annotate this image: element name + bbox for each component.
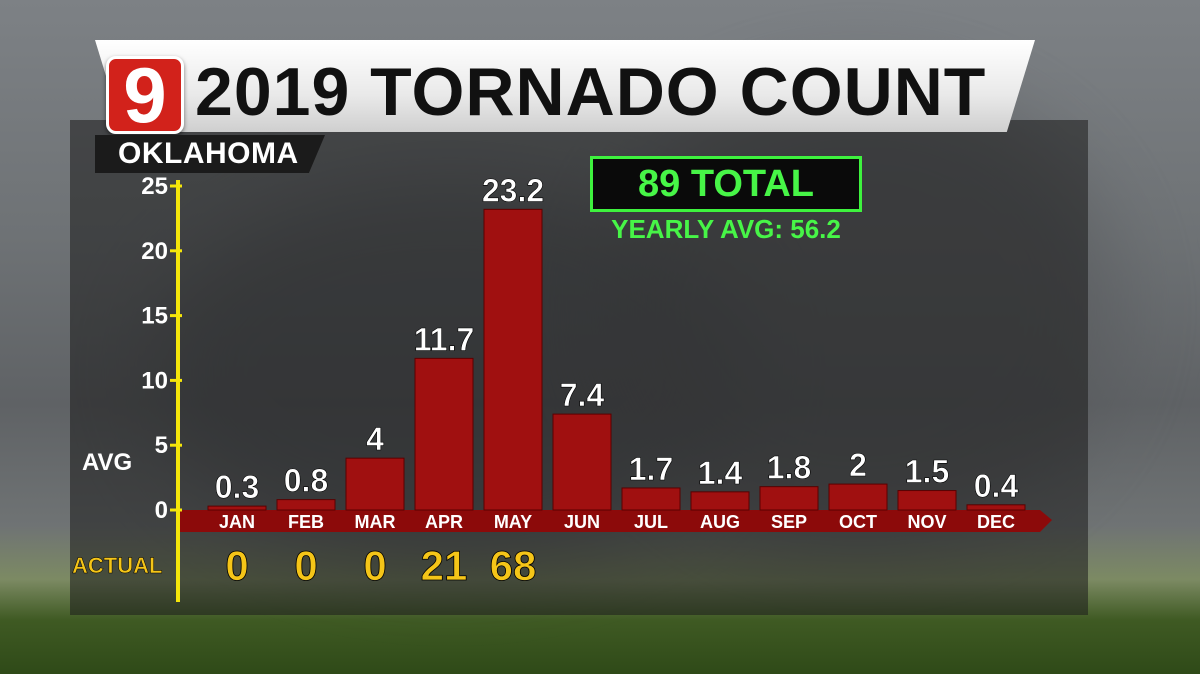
- value-label-aug: 1.4: [698, 455, 743, 491]
- actual-value-may: 68: [490, 542, 537, 589]
- channel-logo: 9: [106, 51, 184, 139]
- logo-number: 9: [123, 51, 167, 139]
- actual-value-feb: 0: [294, 542, 317, 589]
- bar-aug: [690, 491, 750, 511]
- month-label-jan: JAN: [219, 512, 255, 532]
- y-tick-label: 15: [141, 303, 168, 330]
- value-label-may: 23.2: [482, 172, 544, 208]
- value-label-jul: 1.7: [629, 451, 673, 487]
- bar-feb: [276, 499, 336, 511]
- value-label-feb: 0.8: [284, 463, 328, 499]
- y-tick-label: 10: [141, 367, 168, 394]
- bar-dec: [966, 504, 1026, 511]
- value-label-jan: 0.3: [215, 469, 259, 505]
- actual-value-jan: 0: [225, 542, 248, 589]
- value-label-sep: 1.8: [767, 450, 811, 486]
- region-tab: [95, 135, 325, 173]
- y-tick-label: 20: [141, 238, 168, 265]
- y-tick-label: 25: [141, 173, 168, 200]
- month-label-aug: AUG: [700, 512, 740, 532]
- month-label-apr: APR: [425, 512, 463, 532]
- total-badge: 89 TOTAL: [590, 156, 862, 212]
- page-title: 2019 TORNADO COUNT: [195, 54, 987, 130]
- value-label-nov: 1.5: [905, 454, 949, 490]
- actual-value-mar: 0: [363, 542, 386, 589]
- yearly-average: YEARLY AVG: 56.2: [611, 214, 841, 244]
- value-label-jun: 7.4: [560, 377, 605, 413]
- bar-jul: [621, 487, 681, 511]
- value-label-mar: 4: [366, 421, 384, 457]
- title-bar: [95, 40, 1035, 132]
- month-label-feb: FEB: [288, 512, 324, 532]
- month-label-mar: MAR: [355, 512, 396, 532]
- bar-may: [483, 208, 543, 511]
- y-axis-title: AVG: [82, 449, 132, 476]
- bar-mar: [345, 457, 405, 511]
- month-label-sep: SEP: [771, 512, 807, 532]
- month-label-jul: JUL: [634, 512, 668, 532]
- month-label-dec: DEC: [977, 512, 1015, 532]
- y-tick-label: 5: [155, 432, 168, 459]
- actual-row-label: ACTUAL: [72, 553, 162, 578]
- value-label-oct: 2: [849, 447, 867, 483]
- bar-jun: [552, 413, 612, 511]
- month-label-nov: NOV: [907, 512, 946, 532]
- month-label-may: MAY: [494, 512, 532, 532]
- month-label-oct: OCT: [839, 512, 877, 532]
- actual-value-apr: 21: [421, 542, 468, 589]
- bar-jan: [207, 505, 267, 511]
- bar-nov: [897, 490, 957, 511]
- month-label-jun: JUN: [564, 512, 600, 532]
- value-label-apr: 11.7: [414, 321, 475, 357]
- y-tick-label: 0: [155, 497, 168, 524]
- region-label: OKLAHOMA: [118, 137, 299, 170]
- bar-oct: [828, 483, 888, 511]
- value-label-dec: 0.4: [974, 468, 1019, 504]
- chart-panel: [70, 120, 1088, 615]
- bar-apr: [414, 357, 474, 511]
- month-axis-band: [178, 510, 1052, 532]
- bar-sep: [759, 486, 819, 511]
